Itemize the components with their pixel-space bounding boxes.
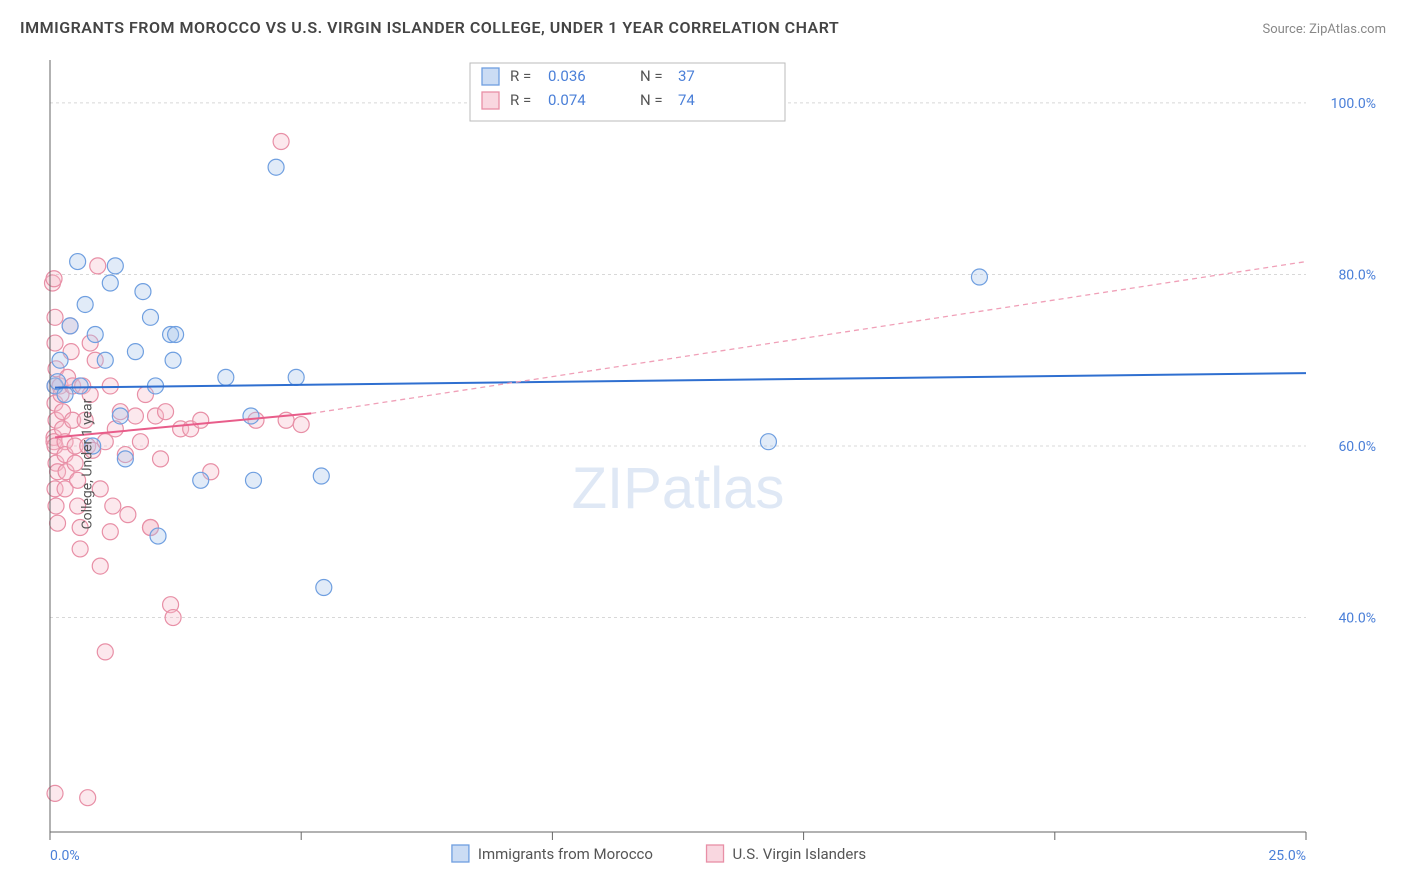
svg-text:ZIPatlas: ZIPatlas bbox=[572, 456, 785, 521]
svg-text:40.0%: 40.0% bbox=[1338, 611, 1376, 627]
svg-text:37: 37 bbox=[678, 67, 695, 85]
svg-text:0.036: 0.036 bbox=[548, 67, 586, 85]
title-bar: IMMIGRANTS FROM MOROCCO VS U.S. VIRGIN I… bbox=[20, 18, 1386, 37]
y-axis-label: College, Under 1 year bbox=[79, 398, 95, 529]
svg-text:N =: N = bbox=[640, 67, 663, 85]
svg-text:80.0%: 80.0% bbox=[1338, 267, 1376, 283]
correlation-chart: ZIPatlas 0.0% 25.0% 40.0% 60.0% 80.0% 100.0% R … bbox=[20, 55, 1386, 872]
chart-title: IMMIGRANTS FROM MOROCCO VS U.S. VIRGIN I… bbox=[20, 18, 839, 37]
svg-text:0.074: 0.074 bbox=[548, 91, 586, 109]
chart-container: College, Under 1 year ZIPatlas 0.0% 25.0% 4… bbox=[20, 55, 1386, 872]
source-label: Source: ZipAtlas.com bbox=[1262, 22, 1386, 37]
svg-text:Immigrants from Morocco: Immigrants from Morocco bbox=[478, 845, 653, 863]
svg-text:60.0%: 60.0% bbox=[1338, 439, 1376, 455]
svg-text:100.0%: 100.0% bbox=[1331, 96, 1376, 112]
svg-text:74: 74 bbox=[678, 91, 695, 109]
svg-text:R =: R = bbox=[510, 67, 531, 85]
svg-text:R =: R = bbox=[510, 91, 531, 109]
svg-text:U.S. Virgin Islanders: U.S. Virgin Islanders bbox=[733, 845, 867, 863]
svg-text:0.0%: 0.0% bbox=[50, 848, 80, 864]
svg-text:N =: N = bbox=[640, 91, 663, 109]
svg-text:25.0%: 25.0% bbox=[1268, 848, 1306, 864]
